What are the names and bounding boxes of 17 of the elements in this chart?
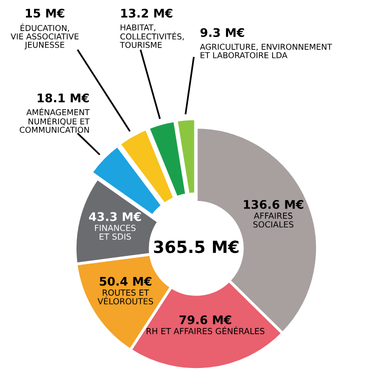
slice-label: FINANCES ET SDIS bbox=[95, 224, 136, 240]
data-label: 43.3 M€ bbox=[89, 212, 141, 222]
slice-label: ÉDUCATION, VIE ASSOCIATIVE JEUNESSE bbox=[10, 23, 78, 50]
slice-label: HABITAT, COLLECTIVITÉS, TOURISME bbox=[120, 24, 184, 48]
data-label: 9.3 M€ bbox=[200, 28, 244, 37]
data-label: 15 M€ bbox=[26, 8, 64, 18]
data-label: 136.6 M€ bbox=[244, 200, 304, 209]
data-label: 18.1 M€ bbox=[38, 93, 89, 102]
data-label: 79.6 M€ bbox=[180, 315, 232, 324]
slice-label: AGRICULTURE, ENVIRONNEMENT ET LABORATOIRE LDA bbox=[200, 44, 332, 58]
slice-label: AMÉNAGEMENT NUMÉRIQUE ET COMMUNICATION bbox=[20, 108, 90, 133]
data-label: 50.4 M€ bbox=[100, 276, 152, 286]
slice-label: RH ET AFFAIRES GÉNÉRALES bbox=[146, 326, 264, 334]
slice-label: ROUTES ET VÉLOROUTES bbox=[98, 289, 154, 304]
slice-label: AFFAIRES SOCIALES bbox=[253, 212, 294, 228]
text: 365.5 M€ bbox=[154, 240, 238, 254]
data-label: 13.2 M€ bbox=[121, 8, 172, 18]
